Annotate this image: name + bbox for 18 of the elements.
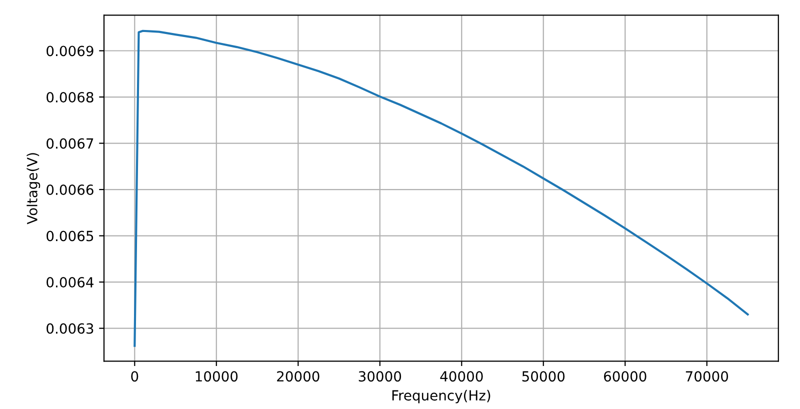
- x-tick-label: 70000: [686, 371, 728, 382]
- y-tick-label: 0.0065: [46, 230, 94, 242]
- x-tick-label: 20000: [277, 371, 320, 382]
- y-tick-label: 0.0068: [46, 92, 94, 102]
- x-tick-label: 30000: [358, 371, 402, 382]
- x-tick-label: 0: [131, 371, 138, 382]
- x-tick-label: 60000: [604, 371, 646, 382]
- x-axis-title: Frequency(Hz): [392, 390, 490, 404]
- line-series: [134, 30, 749, 347]
- y-axis-title: Voltage(V): [26, 153, 40, 224]
- y-tick-label: 0.0064: [46, 277, 94, 288]
- y-tick-label: 0.0063: [46, 323, 94, 334]
- y-tick-label: 0.0066: [46, 184, 94, 195]
- x-tick-label: 10000: [196, 371, 238, 382]
- x-tick-label: 40000: [440, 371, 483, 382]
- x-tick-label: 50000: [522, 371, 565, 382]
- y-tick-label: 0.0069: [46, 46, 94, 56]
- y-tick-label: 0.0067: [46, 138, 94, 149]
